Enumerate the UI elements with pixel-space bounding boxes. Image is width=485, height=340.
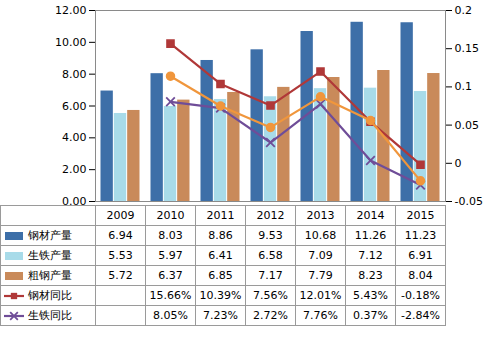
- html-text:7.17: 7.17: [258, 269, 283, 282]
- html-text:8.03: 8.03: [158, 229, 183, 242]
- html-text:5.43%: 5.43%: [353, 289, 388, 302]
- html-text:7.56%: 7.56%: [253, 289, 288, 302]
- html-text:9.53: 9.53: [258, 229, 283, 242]
- svg-text:8.00: 8.00: [62, 68, 87, 81]
- html-text:7.79: 7.79: [308, 269, 333, 282]
- html-text:6.41: 6.41: [208, 249, 233, 262]
- html-text:7.23%: 7.23%: [203, 309, 238, 322]
- html-text:8.23: 8.23: [358, 269, 383, 282]
- html-text:0.37%: 0.37%: [353, 309, 388, 322]
- html-text:2009: 2009: [106, 209, 135, 222]
- html-text:2013: 2013: [306, 209, 335, 222]
- html-text:7.12: 7.12: [358, 249, 383, 262]
- html-text:6.37: 6.37: [158, 269, 183, 282]
- html-text:10.68: 10.68: [304, 229, 337, 242]
- html-text:2015: 2015: [406, 209, 435, 222]
- html-text:-0.18%: -0.18%: [401, 289, 440, 302]
- svg-text:-0.05: -0.05: [455, 195, 483, 205]
- html-text:10.39%: 10.39%: [199, 289, 242, 302]
- html-text:6.85: 6.85: [208, 269, 233, 282]
- html-text:5.53: 5.53: [108, 249, 133, 262]
- html-text:12.01%: 12.01%: [299, 289, 342, 302]
- html-text:11.23: 11.23: [404, 229, 437, 242]
- html-text:2.72%: 2.72%: [253, 309, 288, 322]
- html-text:5.72: 5.72: [108, 269, 133, 282]
- html-text:7.09: 7.09: [308, 249, 333, 262]
- html-text:2012: 2012: [256, 209, 285, 222]
- html-text:8.86: 8.86: [208, 229, 233, 242]
- html-text:6.91: 6.91: [408, 249, 433, 262]
- html-text:6.94: 6.94: [108, 229, 133, 242]
- svg-text:4.00: 4.00: [62, 131, 87, 144]
- svg-text:0.05: 0.05: [455, 119, 480, 132]
- html-text:11.26: 11.26: [354, 229, 387, 242]
- svg-text:0.1: 0.1: [455, 80, 473, 93]
- html-text:8.05%: 8.05%: [153, 309, 188, 322]
- html-text:生铁产量: 生铁产量: [28, 249, 72, 262]
- html-text:5.97: 5.97: [158, 249, 183, 262]
- html-text:6.58: 6.58: [258, 249, 283, 262]
- svg-text:0.15: 0.15: [455, 42, 480, 55]
- html-text:8.04: 8.04: [408, 269, 433, 282]
- html-text:-2.84%: -2.84%: [401, 309, 440, 322]
- svg-text:0: 0: [455, 157, 462, 170]
- html-text:生铁同比: 生铁同比: [28, 309, 72, 322]
- svg-text:2.00: 2.00: [62, 163, 87, 176]
- svg-text:12.00: 12.00: [55, 4, 87, 17]
- html-text:钢材产量: 钢材产量: [28, 229, 72, 242]
- html-text:2014: 2014: [356, 209, 385, 222]
- html-text:粗钢产量: 粗钢产量: [28, 269, 72, 282]
- svg-text:6.00: 6.00: [62, 100, 87, 113]
- html-text:15.66%: 15.66%: [149, 289, 192, 302]
- html-text:钢材同比: 钢材同比: [28, 289, 72, 302]
- svg-text:0.2: 0.2: [455, 4, 473, 17]
- svg-text:10.00: 10.00: [55, 36, 87, 49]
- html-text:7.76%: 7.76%: [303, 309, 338, 322]
- svg-text:0.00: 0.00: [62, 195, 87, 205]
- html-text:2011: 2011: [206, 209, 235, 222]
- html-text:2010: 2010: [156, 209, 185, 222]
